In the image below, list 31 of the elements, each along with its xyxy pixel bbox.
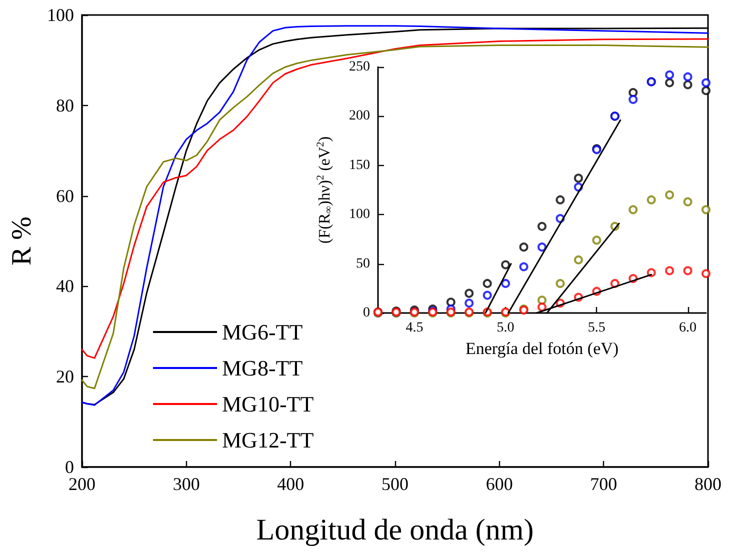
x-tick-label: 5.5 xyxy=(588,320,606,336)
legend-label: MG10-TT xyxy=(222,392,314,416)
y-tick-label: 0 xyxy=(65,457,74,477)
x-tick-label: 200 xyxy=(68,474,96,494)
y-axis-title: R % xyxy=(6,216,38,266)
x-tick-label: 400 xyxy=(277,474,304,494)
x-tick-label: 4.5 xyxy=(406,320,424,336)
x-axis-title: Energía del fotón (eV) xyxy=(465,338,619,358)
x-tick-label: 6.0 xyxy=(679,320,697,336)
y-tick-label: 60 xyxy=(56,186,74,206)
y-tick-label: 0 xyxy=(363,306,370,320)
x-axis-title: Longitud de onda (nm) xyxy=(256,514,534,546)
y-axis-title: (F(R∞)hν)2 (eV2) xyxy=(316,136,334,244)
y-tick-label: 250 xyxy=(349,60,370,74)
y-tick-label: 150 xyxy=(349,158,370,173)
legend-label: MG8-TT xyxy=(222,356,304,380)
y-tick-label: 80 xyxy=(56,95,74,116)
y-tick-label: 100 xyxy=(349,207,370,222)
x-tick-label: 300 xyxy=(172,474,200,494)
y-tick-label: 20 xyxy=(56,366,74,387)
y-tick-label: 100 xyxy=(47,5,74,25)
x-tick-label: 700 xyxy=(590,474,618,494)
x-tick-label: 600 xyxy=(486,474,513,494)
x-tick-label: 800 xyxy=(694,474,722,494)
legend-label: MG12-TT xyxy=(222,428,314,452)
y-tick-label: 40 xyxy=(56,276,74,296)
y-tick-label: 200 xyxy=(349,108,370,124)
x-tick-label: 5.0 xyxy=(496,320,514,336)
y-tick-label: 50 xyxy=(356,256,370,272)
x-tick-label: 500 xyxy=(382,474,408,494)
legend-label: MG6-TT xyxy=(222,320,304,344)
